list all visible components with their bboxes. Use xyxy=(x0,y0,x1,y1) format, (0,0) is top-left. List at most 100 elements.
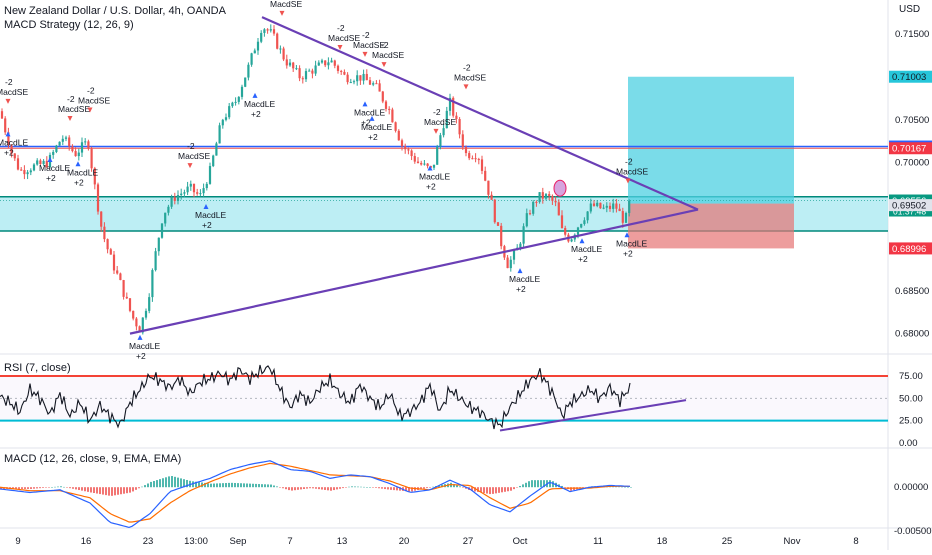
candle-body xyxy=(624,212,628,223)
candle-body xyxy=(356,75,359,82)
histogram-bar xyxy=(357,486,359,488)
long-signal-arrow xyxy=(427,165,433,171)
histogram-bar xyxy=(183,479,185,488)
short-signal-qty: -2 xyxy=(337,23,345,33)
short-signal-qty: -2 xyxy=(187,141,195,151)
short-signal-label: MacdSE xyxy=(328,33,360,43)
histogram-bar xyxy=(159,479,161,488)
candle-body xyxy=(509,259,512,269)
histogram-bar xyxy=(198,482,200,488)
price-badge xyxy=(889,242,932,255)
candle-body xyxy=(77,152,80,157)
time-tick-label: 13 xyxy=(337,536,348,547)
candle-body xyxy=(208,166,212,184)
candle-body xyxy=(359,75,362,81)
histogram-bar xyxy=(531,480,533,488)
candle-body xyxy=(301,78,304,80)
candle-body xyxy=(586,211,589,221)
histogram-bar xyxy=(279,487,281,488)
candle-body xyxy=(327,62,330,66)
long-signal-label: MacdLE xyxy=(571,244,603,254)
histogram-bar xyxy=(129,487,131,493)
histogram-bar xyxy=(360,486,362,488)
candle-body xyxy=(349,82,352,84)
histogram-bar xyxy=(384,487,386,490)
candle-body xyxy=(64,137,68,139)
currency-label[interactable]: USD xyxy=(899,4,921,15)
candle-body xyxy=(439,135,442,147)
histogram-bar xyxy=(54,486,56,488)
candle-body xyxy=(429,166,432,168)
short-signal-label: MacdSE xyxy=(353,40,385,50)
histogram-bar xyxy=(618,486,620,488)
candle-body xyxy=(250,53,253,65)
histogram-bar xyxy=(24,487,26,489)
histogram-bar xyxy=(78,487,80,491)
histogram-bar xyxy=(378,487,380,489)
histogram-bar xyxy=(495,487,497,494)
histogram-bar xyxy=(81,487,83,491)
short-signal-qty: -2 xyxy=(87,85,95,95)
long-signal-label: MacdLE xyxy=(419,172,451,182)
candle-body xyxy=(157,237,160,252)
histogram-bar xyxy=(105,487,107,496)
time-tick-label: 16 xyxy=(81,536,92,547)
long-signal-label: MacdLE xyxy=(195,210,227,220)
candle-body xyxy=(266,29,269,31)
time-tick-label: 23 xyxy=(143,536,154,547)
time-tick-label: 11 xyxy=(593,536,603,547)
histogram-bar xyxy=(342,487,344,489)
histogram-bar xyxy=(294,487,296,491)
candle-body xyxy=(93,168,96,185)
candle-body xyxy=(154,251,157,271)
histogram-bar xyxy=(225,483,227,488)
candle-body xyxy=(170,197,173,207)
histogram-bar xyxy=(306,487,308,489)
candle-body xyxy=(84,141,87,143)
histogram-bar xyxy=(111,487,113,496)
candle-body xyxy=(477,159,480,161)
price-badge xyxy=(889,199,932,212)
candle-body xyxy=(589,203,592,212)
histogram-bar xyxy=(39,487,41,489)
candle-body xyxy=(308,70,311,72)
histogram-bar xyxy=(180,478,182,488)
histogram-bar xyxy=(405,487,407,492)
candle-body xyxy=(570,239,573,242)
candle-body xyxy=(205,183,208,189)
histogram-bar xyxy=(483,487,485,494)
histogram-bar xyxy=(621,486,623,488)
candle-body xyxy=(0,111,4,119)
price-badge-label: 0.69502 xyxy=(892,201,926,212)
candle-body xyxy=(554,200,557,203)
histogram-bar xyxy=(507,487,509,492)
candle-body xyxy=(330,60,333,63)
strategy-label[interactable]: MACD Strategy (12, 26, 9) xyxy=(4,19,134,31)
candle-body xyxy=(317,62,320,66)
histogram-bar xyxy=(396,487,398,491)
macd-label[interactable]: MACD (12, 26, close, 9, EMA, EMA) xyxy=(4,453,182,465)
rsi-tick-label: 25.00 xyxy=(899,416,923,427)
candle-body xyxy=(13,153,16,159)
histogram-bar xyxy=(168,476,170,488)
rsi-label[interactable]: RSI (7, close) xyxy=(4,362,71,374)
long-signal-qty: +2 xyxy=(368,132,378,142)
candle-body xyxy=(596,202,599,206)
candle-body xyxy=(215,143,218,156)
candle-body xyxy=(260,32,263,42)
candle-body xyxy=(436,146,439,165)
histogram-bar xyxy=(297,487,299,490)
candle-body xyxy=(199,193,202,195)
candle-body xyxy=(80,142,84,153)
candle-body xyxy=(471,158,474,160)
candle-body xyxy=(304,71,308,80)
histogram-bar xyxy=(135,487,137,490)
histogram-bar xyxy=(213,483,215,488)
candle-body xyxy=(404,146,407,150)
long-signal-qty: +2 xyxy=(361,117,371,127)
candle-body xyxy=(426,163,429,167)
candle-body xyxy=(192,183,196,193)
histogram-bar xyxy=(474,487,476,492)
histogram-bar xyxy=(162,478,164,488)
